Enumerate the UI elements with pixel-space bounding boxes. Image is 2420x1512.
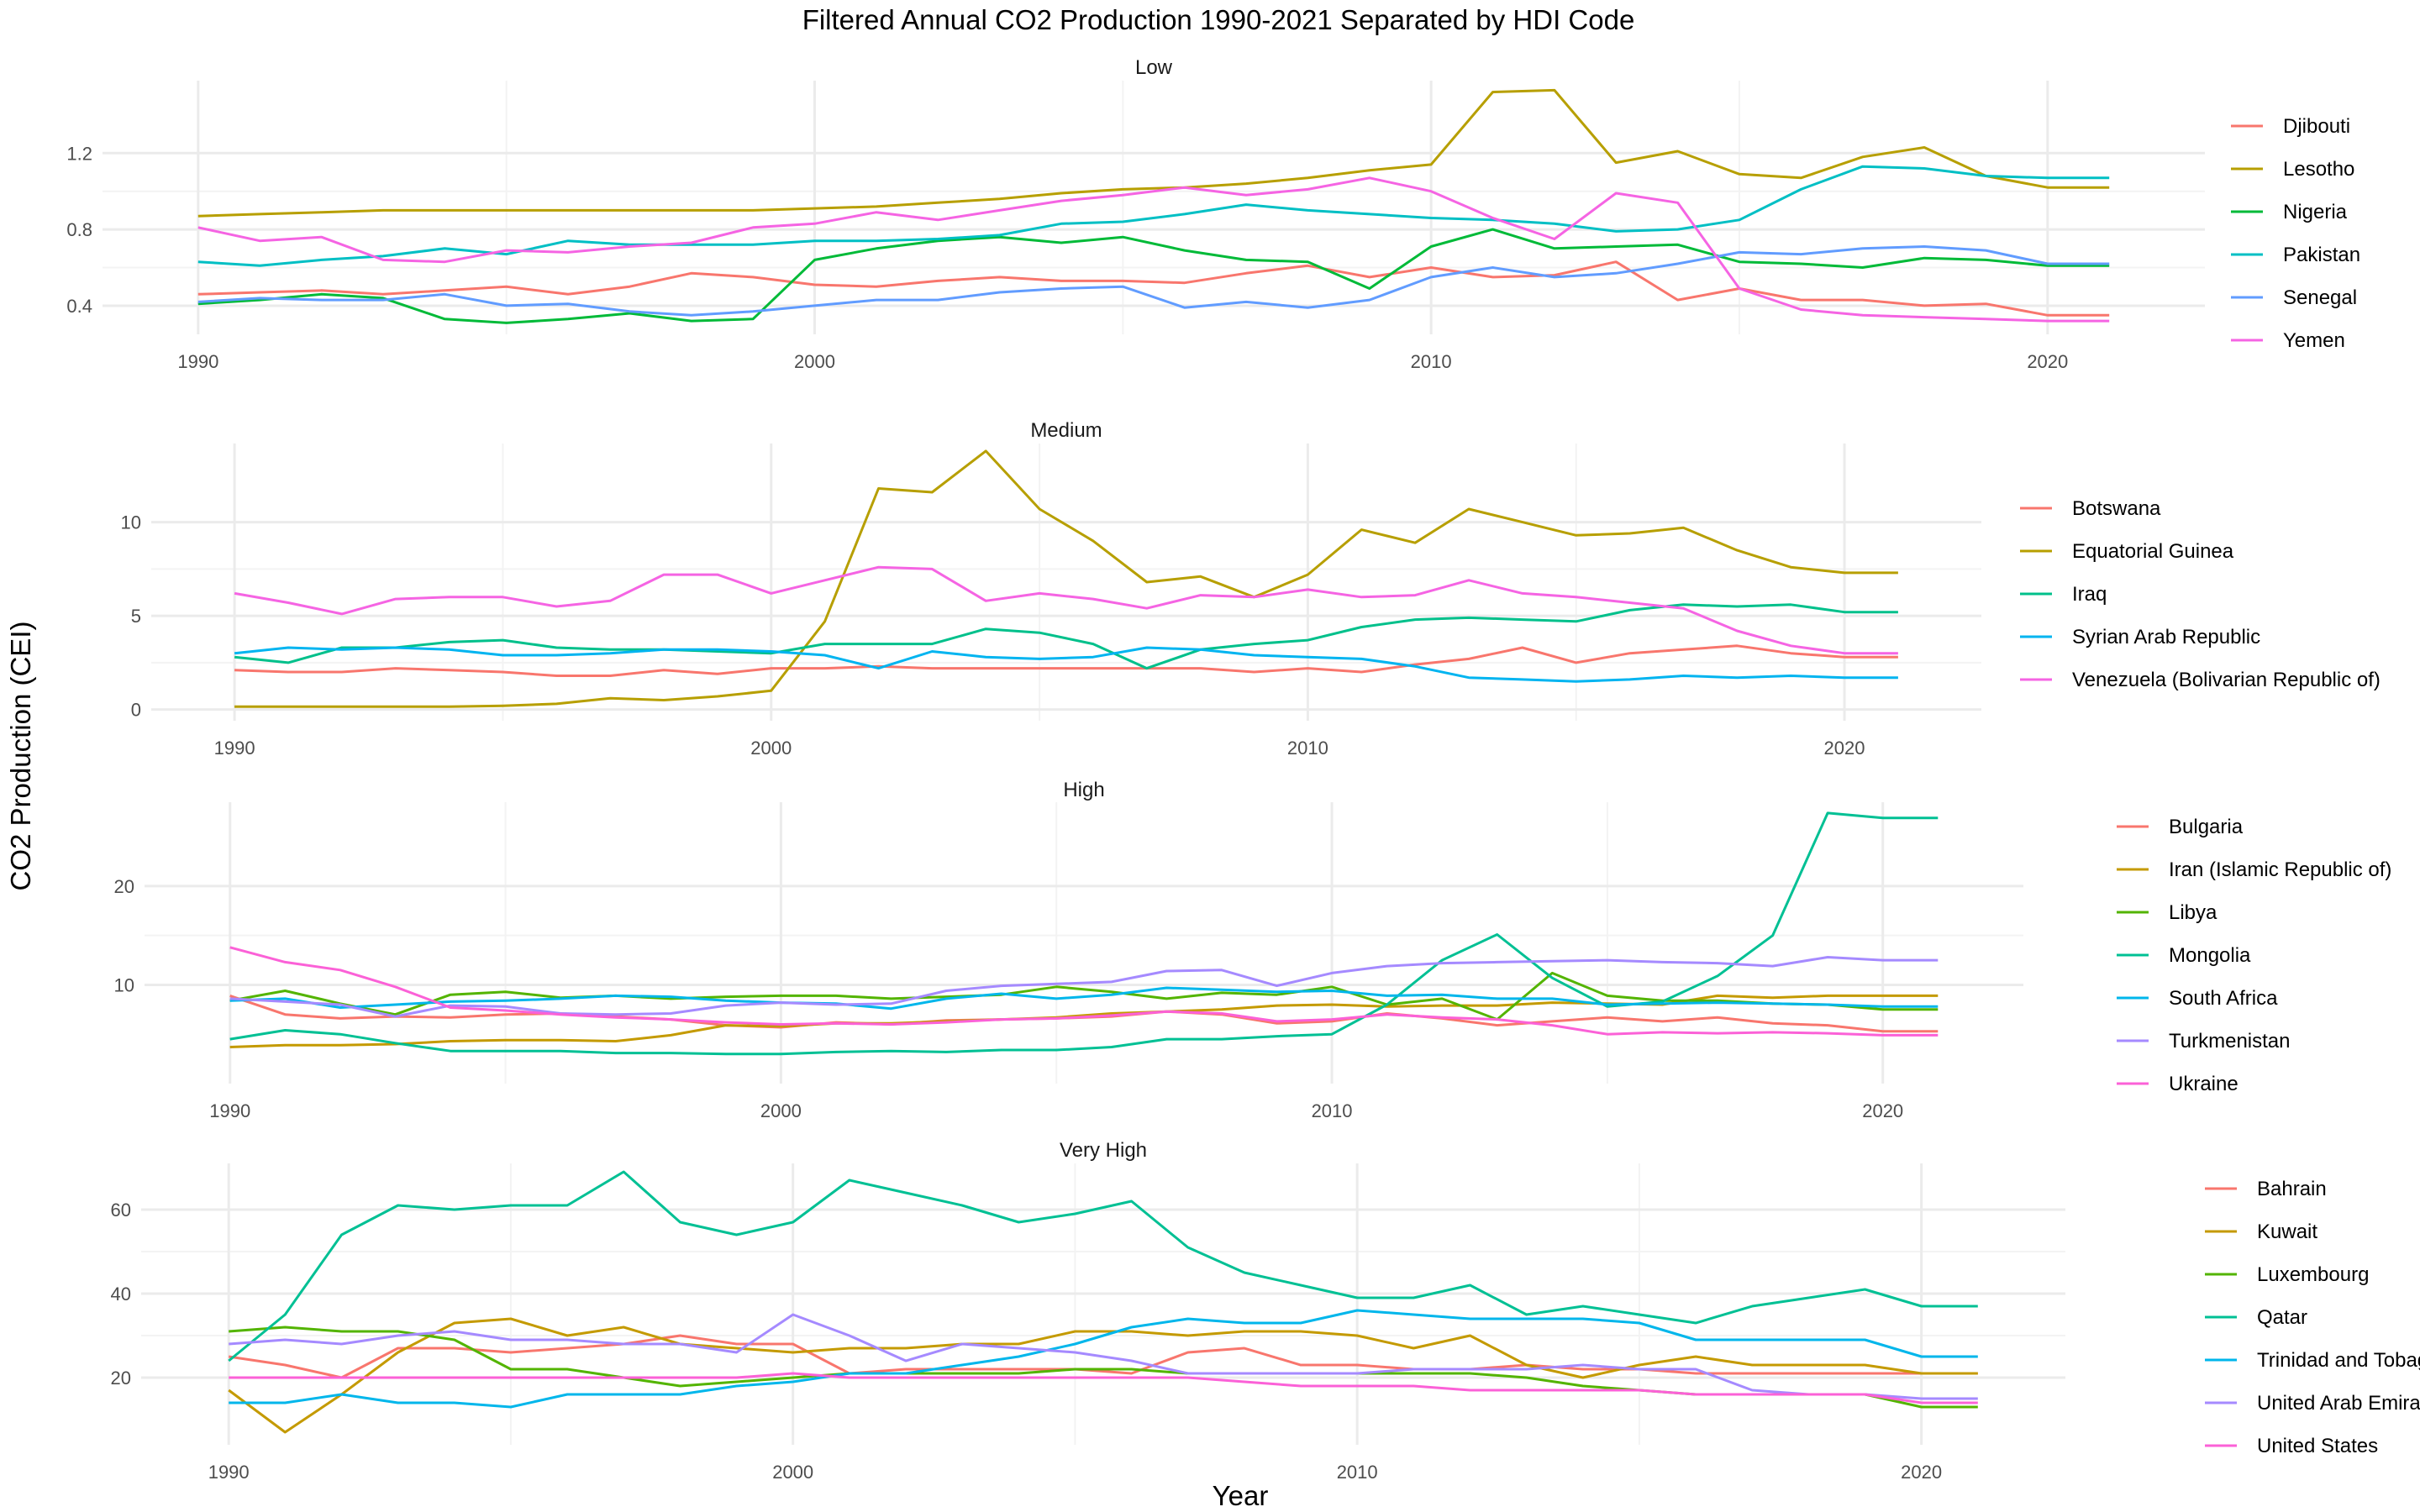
y-tick-label: 10 — [121, 512, 141, 533]
series-line — [229, 971, 1939, 1021]
y-tick-label: 60 — [111, 1200, 131, 1221]
series-line — [229, 956, 1939, 1018]
x-tick-label: 1990 — [208, 1462, 250, 1483]
legend-label: Bahrain — [2257, 1178, 2327, 1200]
x-tick-label: 2020 — [1824, 738, 1865, 759]
legend-label: Equatorial Guinea — [2072, 540, 2234, 563]
y-tick-label: 40 — [111, 1284, 131, 1305]
legend-label: Iran (Islamic Republic of) — [2169, 858, 2391, 881]
x-tick-label: 2000 — [760, 1100, 802, 1121]
series-line — [229, 811, 1939, 1056]
legend-label: Venezuela (Bolivarian Republic of) — [2072, 669, 2381, 691]
facet-panel: High 10 20 1990 2000 2010 2020 Bulgaria Iran (Is… — [114, 779, 2392, 1121]
legend-label: Senegal — [2283, 286, 2357, 309]
facet-strip-label: Low — [1135, 56, 1173, 79]
y-tick-label: 0.8 — [66, 219, 92, 240]
series-line — [229, 946, 1939, 1037]
x-tick-label: 2000 — [772, 1462, 813, 1483]
series-line — [234, 449, 1898, 708]
series-line — [234, 603, 1898, 670]
series-line — [234, 644, 1898, 677]
legend-label: Mongolia — [2169, 944, 2251, 967]
x-tick-label: 2010 — [1411, 351, 1452, 372]
facet-panel: Low 0.4 0.8 1.2 1990 2000 2010 2020 Djibouti Leso… — [66, 56, 2360, 372]
series-line — [234, 646, 1898, 683]
legend-label: Luxembourg — [2257, 1263, 2369, 1286]
series-line — [229, 986, 1939, 1011]
x-tick-label: 2010 — [1312, 1100, 1353, 1121]
y-tick-label: 1.2 — [66, 143, 92, 164]
legend-label: Qatar — [2257, 1306, 2307, 1329]
legend-label: Trinidad and Tobago — [2257, 1349, 2420, 1372]
legend-label: Nigeria — [2283, 201, 2348, 223]
x-tick-label: 1990 — [209, 1100, 250, 1121]
legend-label: Syrian Arab Republic — [2072, 626, 2260, 648]
legend-label: Turkmenistan — [2169, 1030, 2291, 1053]
x-tick-label: 2000 — [750, 738, 792, 759]
facet-strip-label: Very High — [1060, 1139, 1147, 1162]
legend-label: Lesotho — [2283, 158, 2354, 181]
legend-label: Iraq — [2072, 583, 2107, 606]
legend-label: United States — [2257, 1435, 2378, 1457]
facet-panel: Very High 20 40 60 1990 2000 2010 2020 Bahrain Ku… — [111, 1139, 2420, 1483]
series-line — [229, 1372, 1978, 1404]
series-line — [228, 1170, 1978, 1362]
x-tick-label: 2000 — [794, 351, 835, 372]
x-tick-label: 2020 — [1901, 1462, 1942, 1483]
x-tick-label: 2020 — [1862, 1100, 1903, 1121]
series-line — [228, 1334, 1978, 1379]
x-axis-label: Year — [1213, 1480, 1269, 1511]
legend-label: Libya — [2169, 901, 2217, 924]
facet-panel: Medium 0 5 10 1990 2000 2010 2020 Botswana Equato… — [121, 419, 2381, 759]
series-line — [197, 245, 2110, 317]
facet-strip-label: Medium — [1030, 419, 1102, 442]
legend-label: Kuwait — [2257, 1221, 2317, 1243]
x-tick-label: 2010 — [1337, 1462, 1378, 1483]
y-tick-label: 0 — [131, 700, 141, 721]
series-line — [229, 1309, 1978, 1409]
y-tick-label: 0.4 — [66, 296, 92, 317]
series-line — [197, 176, 2110, 323]
legend-label: Ukraine — [2169, 1073, 2238, 1095]
x-tick-label: 2010 — [1287, 738, 1328, 759]
legend-label: United Arab Emirates — [2257, 1392, 2420, 1415]
y-tick-label: 10 — [114, 974, 134, 995]
series-line — [197, 260, 2110, 317]
chart-title: Filtered Annual CO2 Production 1990-2021… — [802, 4, 1635, 35]
series-line — [228, 1317, 1978, 1434]
legend-label: Pakistan — [2283, 244, 2360, 266]
legend-label: Bulgaria — [2169, 816, 2244, 838]
legend-label: Yemen — [2283, 329, 2345, 352]
y-tick-label: 20 — [114, 876, 134, 897]
x-tick-label: 1990 — [177, 351, 218, 372]
y-axis-label: CO2 Production (CEI) — [5, 622, 36, 891]
legend-label: Djibouti — [2283, 115, 2350, 138]
series-line — [229, 1313, 1978, 1400]
y-tick-label: 5 — [131, 606, 141, 627]
series-line — [197, 228, 2110, 324]
y-tick-label: 20 — [111, 1368, 131, 1389]
x-tick-label: 2020 — [2027, 351, 2068, 372]
legend-label: Botswana — [2072, 497, 2161, 520]
legend-label: South Africa — [2169, 987, 2278, 1010]
series-line — [197, 88, 2110, 218]
x-tick-label: 1990 — [214, 738, 255, 759]
series-line — [197, 165, 2110, 267]
facet-strip-label: High — [1063, 779, 1104, 801]
series-line — [234, 565, 1898, 655]
